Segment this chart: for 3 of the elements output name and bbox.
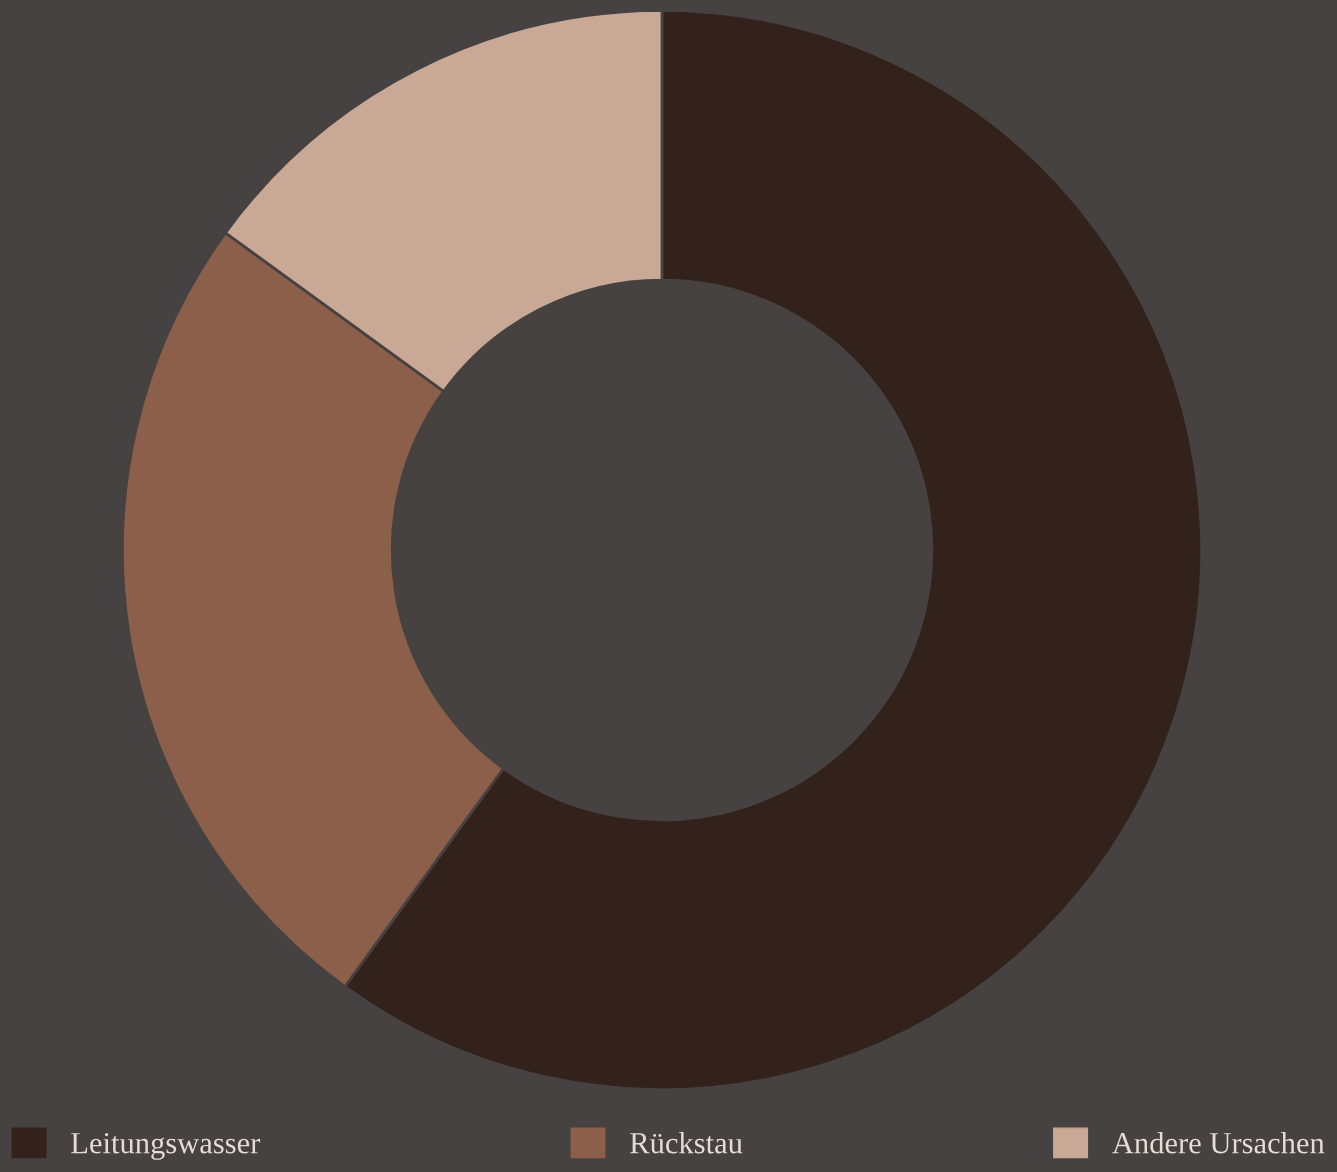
- legend-label: Rückstau: [630, 1131, 743, 1154]
- legend-label: Leitungswasser: [71, 1132, 261, 1160]
- legend-label: Andere Ursachen: [1112, 1131, 1325, 1154]
